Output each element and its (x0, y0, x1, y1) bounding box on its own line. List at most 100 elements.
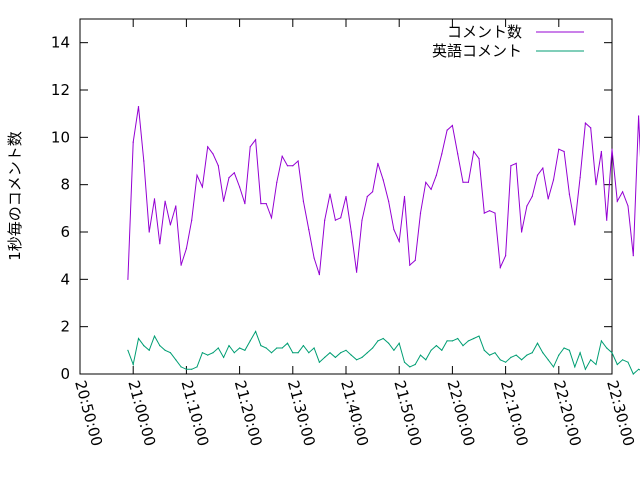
x-tick-label: 22:20:00 (550, 378, 585, 448)
data-point (409, 366, 411, 368)
data-point (377, 340, 379, 342)
data-point (563, 347, 565, 349)
data-point (366, 352, 368, 354)
data-point (632, 255, 634, 257)
data-point (595, 363, 597, 366)
data-point (169, 352, 171, 354)
data-point (345, 349, 347, 351)
data-point (356, 271, 358, 273)
y-tick-label: 14 (51, 34, 70, 52)
data-point (430, 349, 432, 351)
data-point (260, 203, 262, 205)
data-point (324, 356, 326, 358)
data-point (233, 172, 235, 174)
data-point (366, 195, 368, 198)
data-point (584, 122, 587, 124)
data-point (521, 359, 523, 361)
data-point (515, 354, 517, 356)
data-point (457, 153, 459, 155)
data-point (308, 229, 310, 231)
data-point (558, 354, 560, 356)
data-point (318, 274, 320, 276)
legend-label-2: 英語コメント (432, 42, 522, 60)
data-point (164, 349, 166, 351)
data-point (403, 361, 406, 363)
y-tick-label: 4 (60, 270, 70, 288)
x-tick-label: 21:20:00 (231, 378, 266, 448)
data-point (148, 231, 150, 233)
data-point (361, 356, 363, 358)
data-point (207, 354, 209, 356)
data-point (425, 181, 427, 183)
data-point (270, 352, 273, 354)
data-point (180, 264, 182, 266)
data-point (164, 200, 166, 202)
data-point (542, 167, 544, 169)
data-point (430, 188, 432, 190)
data-point (622, 191, 624, 193)
data-point (547, 359, 549, 361)
data-point (536, 174, 539, 176)
data-point (611, 352, 613, 354)
data-point (185, 248, 187, 250)
data-point (584, 368, 587, 370)
data-point (281, 155, 283, 157)
data-point (270, 217, 273, 219)
data-point (281, 347, 283, 349)
data-point (382, 179, 384, 181)
data-point (350, 354, 352, 356)
data-point (478, 335, 480, 337)
data-point (175, 359, 177, 361)
data-point (377, 162, 379, 164)
data-point (616, 363, 618, 366)
data-point (563, 150, 565, 153)
data-point (627, 361, 629, 363)
data-point (451, 340, 453, 342)
data-point (547, 198, 549, 200)
data-point (169, 224, 171, 226)
data-point (595, 184, 597, 186)
data-point (217, 347, 219, 349)
data-point (286, 165, 289, 167)
data-point (483, 349, 485, 351)
data-point (191, 368, 193, 370)
data-point (382, 337, 384, 340)
data-point (515, 162, 517, 164)
data-point (398, 240, 400, 243)
data-point (393, 229, 395, 231)
data-point (372, 347, 374, 349)
data-point (441, 153, 443, 155)
data-point (297, 160, 299, 162)
data-point (542, 352, 544, 354)
data-point (483, 212, 485, 214)
data-point (350, 231, 352, 233)
data-point (233, 352, 235, 354)
data-point (217, 165, 219, 167)
y-axis-label: 1秒毎のコメント数 (6, 131, 24, 261)
data-point (552, 366, 555, 368)
data-point (462, 181, 464, 183)
data-point (446, 340, 448, 342)
data-point (249, 146, 251, 148)
data-point (552, 179, 555, 181)
data-point (302, 345, 304, 347)
data-point (153, 335, 156, 337)
data-point (457, 337, 459, 340)
data-point (467, 181, 469, 183)
data-point (590, 359, 592, 361)
data-point (622, 359, 624, 361)
data-point (499, 266, 501, 269)
data-point (207, 146, 209, 148)
data-point (255, 330, 257, 332)
x-tick-label: 20:50:00 (71, 378, 106, 448)
y-tick-label: 12 (51, 81, 70, 99)
y-axis-ticks: 0 2 4 6 8 10 12 14 (51, 34, 612, 383)
y-tick-label: 8 (60, 176, 70, 194)
data-point (223, 200, 225, 202)
series-points-1 (127, 106, 640, 280)
data-point (419, 212, 422, 214)
data-point (388, 342, 390, 344)
data-point (191, 219, 193, 221)
data-point (201, 186, 203, 188)
x-axis-ticks: 20:50:00 21:00:00 21:10:00 21:20:00 21:30:00… (71, 19, 638, 448)
